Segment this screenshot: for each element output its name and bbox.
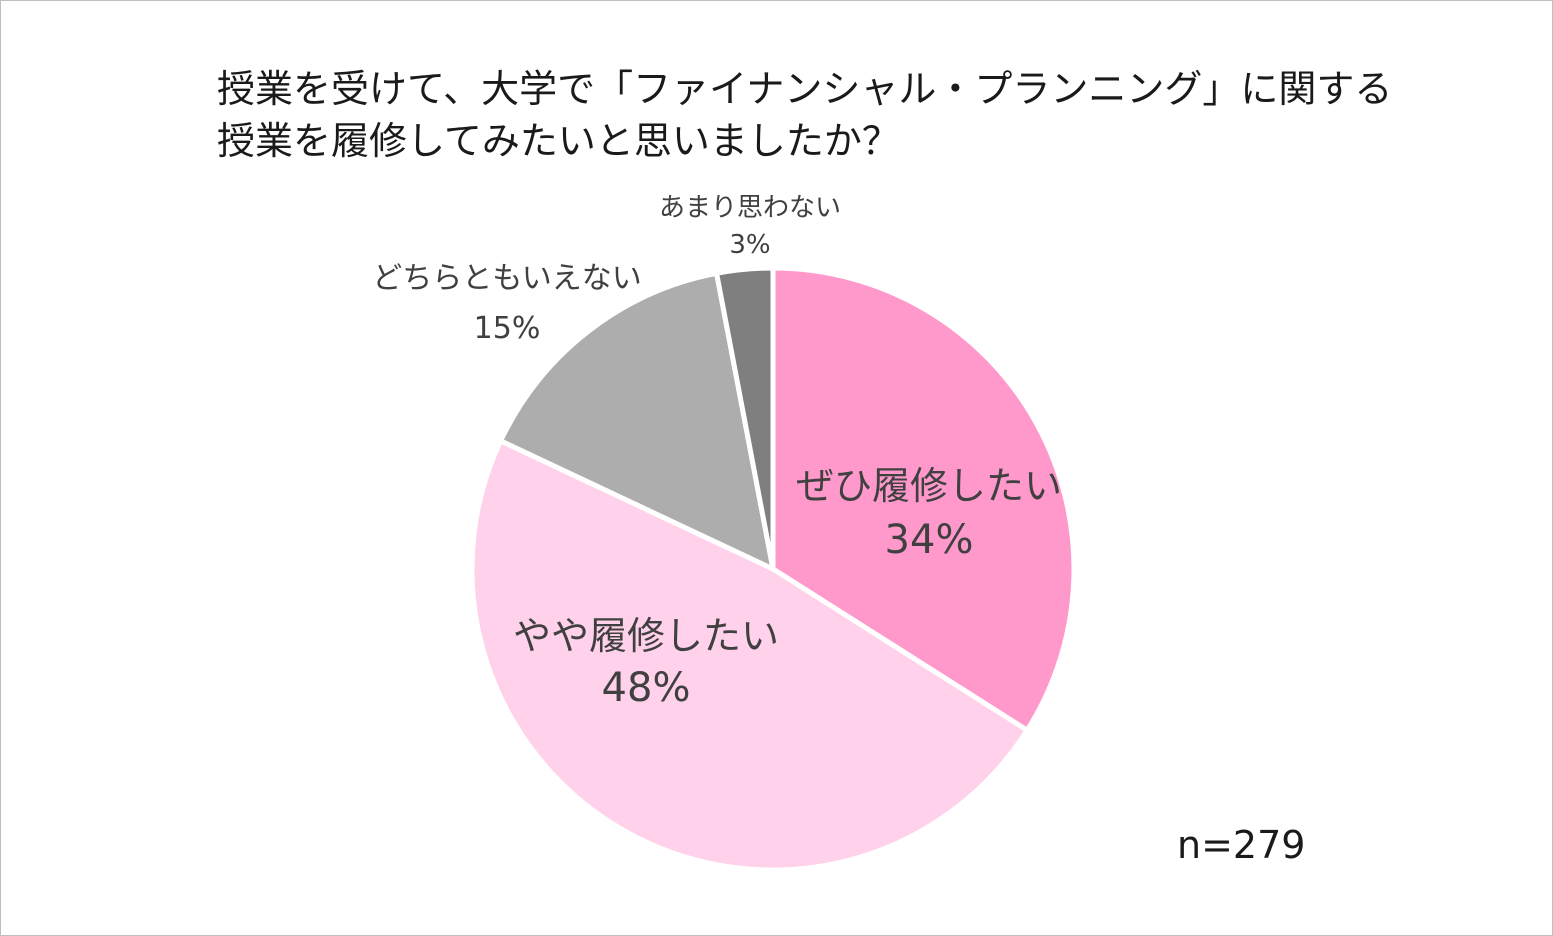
slice-1-value-label: 34%	[885, 517, 974, 563]
slice-3-category-label: どちらともいえない	[372, 261, 641, 296]
sample-size-note: n=279	[1177, 823, 1306, 867]
chart-title-line-1: 授業を受けて、大学で「ファイナンシャル・プランニング」に関する	[217, 67, 1393, 111]
slice-2-value-label: 48%	[602, 665, 691, 711]
slice-3-wedge	[498, 270, 776, 572]
slice-4-category-label: あまり思わない	[659, 193, 841, 223]
slice-1-category-label: ぜひ履修したい	[796, 464, 1062, 508]
slice-2-wedge	[469, 438, 1030, 873]
slice-2-category-label: やや履修したい	[513, 614, 779, 658]
slice-3-value-label: 15%	[474, 311, 541, 346]
chart-title-line-2: 授業を履修してみたいと思いましたか？	[217, 119, 900, 163]
slice-4-value-label: 3%	[729, 230, 770, 260]
slice-4-wedge	[714, 265, 776, 572]
chart-title: 授業を受けて、大学で「ファイナンシャル・プランニング」に関する 授業を履修してみ…	[217, 63, 1417, 167]
